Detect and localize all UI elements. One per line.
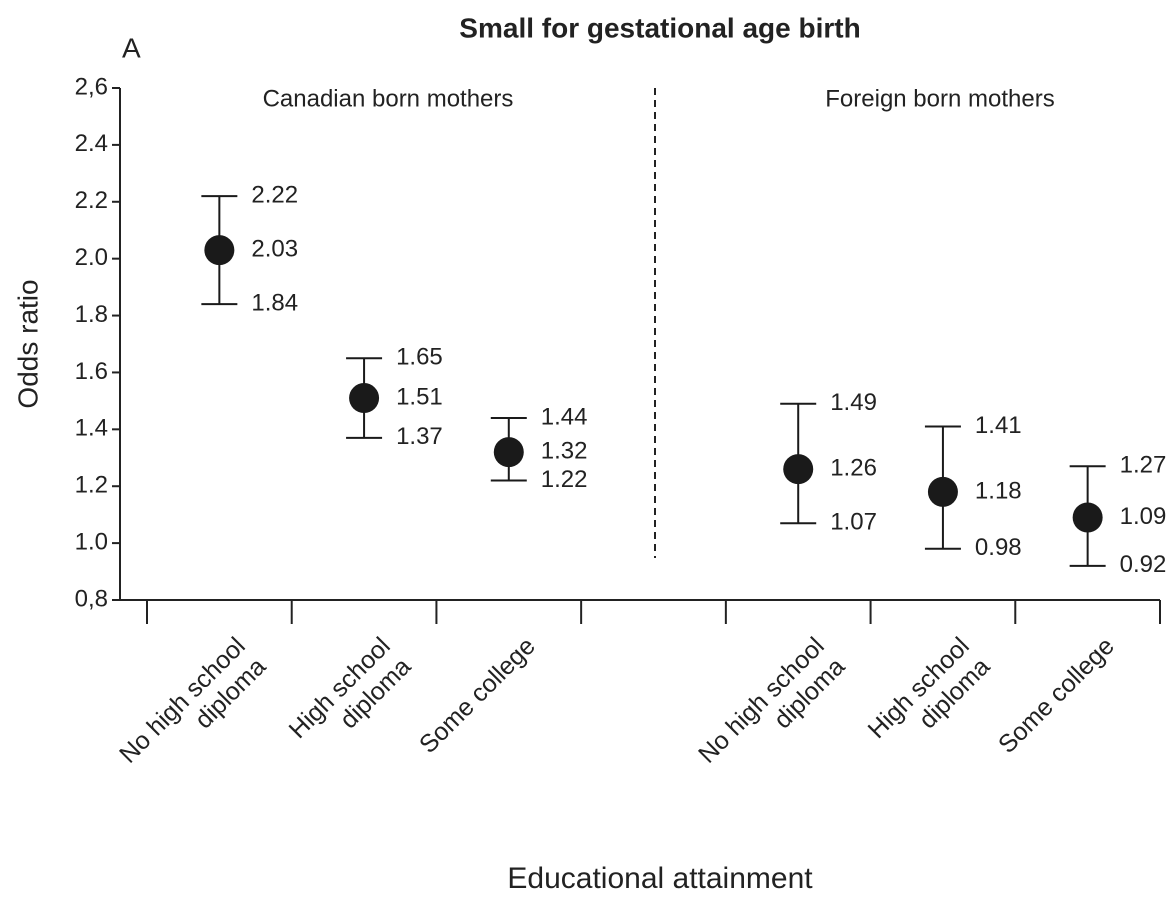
value-label: 1.09 [1120,503,1167,530]
y-tick-label: 1.0 [75,528,108,555]
x-axis-label: Educational attainment [507,862,813,895]
value-label: 1.18 [975,477,1022,504]
value-label: 1.26 [830,454,877,481]
group-label: Foreign born mothers [825,85,1054,112]
y-tick-label: 2,6 [75,73,108,100]
y-tick-label: 1.2 [75,472,108,499]
value-label: 1.41 [975,412,1022,439]
panel-label: A [122,32,141,63]
y-tick-label: 2.4 [75,130,108,157]
point [349,383,380,414]
value-label: 1.49 [830,389,877,416]
value-label: 2.03 [251,235,298,262]
chart-title: Small for gestational age birth [459,12,860,43]
y-tick-label: 1.8 [75,301,108,328]
y-tick-label: 2.0 [75,244,108,271]
y-tick-label: 0,8 [75,585,108,612]
value-label: 1.51 [396,383,443,410]
value-label: 1.44 [541,403,588,430]
y-tick-label: 1.4 [75,415,108,442]
y-tick-label: 1.6 [75,358,108,385]
point [493,437,524,468]
group-label: Canadian born mothers [263,85,514,112]
point [204,235,235,266]
point [927,476,958,507]
value-label: 1.32 [541,437,588,464]
value-label: 1.27 [1120,452,1167,479]
value-label: 1.22 [541,466,588,493]
value-label: 0.92 [1120,551,1167,578]
value-label: 2.22 [251,181,298,208]
point [783,454,814,485]
y-tick-label: 2.2 [75,187,108,214]
value-label: 0.98 [975,534,1022,561]
value-label: 1.07 [830,509,877,536]
value-label: 1.37 [396,423,443,450]
y-axis-label: Odds ratio [12,279,43,408]
point [1072,502,1103,533]
value-label: 1.84 [251,290,298,317]
value-label: 1.65 [396,344,443,371]
